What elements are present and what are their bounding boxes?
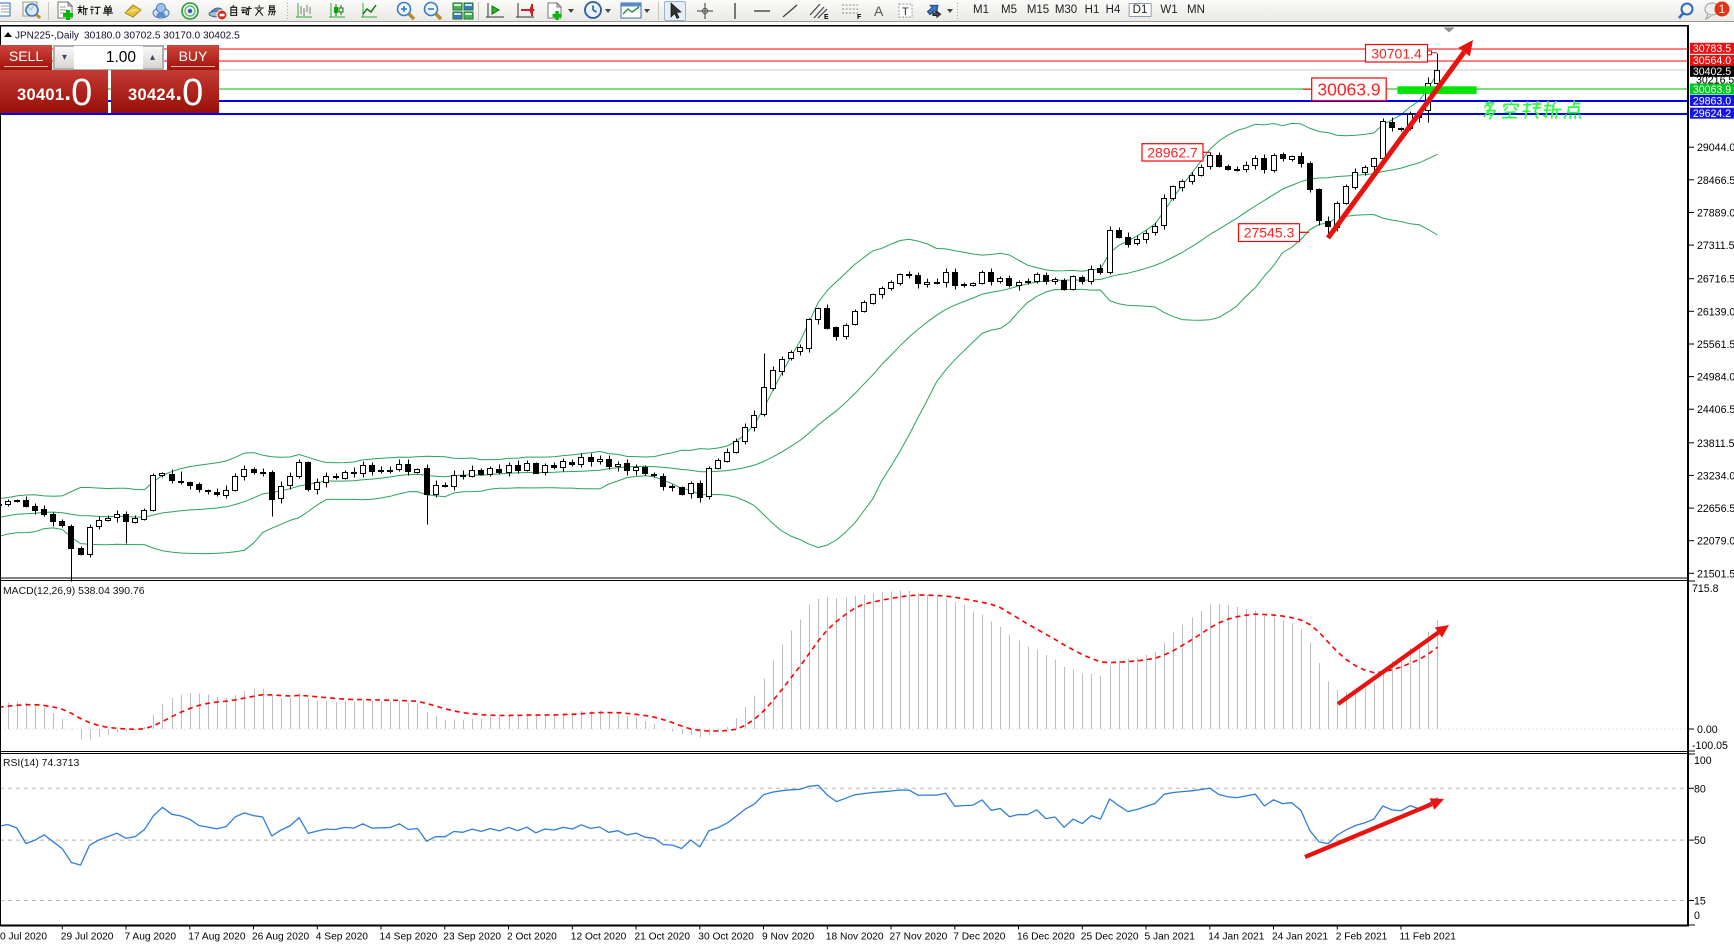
svg-text:0: 0 — [1694, 910, 1700, 922]
svg-text:21501.5: 21501.5 — [1697, 568, 1734, 580]
svg-text:24984.0: 24984.0 — [1697, 372, 1734, 384]
svg-text:26 Aug 2020: 26 Aug 2020 — [252, 932, 310, 943]
svg-text:26139.0: 26139.0 — [1697, 306, 1734, 318]
svg-text:A: A — [874, 3, 884, 19]
svg-text:15: 15 — [1694, 896, 1706, 908]
svg-text:2 Feb 2021: 2 Feb 2021 — [1336, 932, 1388, 943]
svg-text:23234.0: 23234.0 — [1697, 470, 1734, 482]
svg-text:30063.9: 30063.9 — [1317, 80, 1380, 100]
svg-text:F: F — [857, 14, 862, 21]
svg-text:30783.5: 30783.5 — [1693, 43, 1731, 55]
svg-text:23811.5: 23811.5 — [1697, 438, 1734, 450]
svg-text:715.8: 715.8 — [1692, 583, 1719, 595]
svg-text:26716.5: 26716.5 — [1697, 274, 1734, 286]
svg-text:80: 80 — [1694, 783, 1706, 795]
svg-text:28962.7: 28962.7 — [1147, 144, 1198, 160]
svg-text:MACD(12,26,9) 538.04 390.76: MACD(12,26,9) 538.04 390.76 — [3, 586, 145, 597]
svg-text:29624.2: 29624.2 — [1693, 108, 1731, 120]
svg-text:27545.3: 27545.3 — [1244, 225, 1295, 241]
svg-text:5 Jan 2021: 5 Jan 2021 — [1145, 932, 1196, 943]
svg-text:29863.0: 29863.0 — [1693, 95, 1731, 107]
svg-text:30063.9: 30063.9 — [1693, 84, 1731, 96]
svg-text:0.00: 0.00 — [1697, 724, 1718, 736]
svg-text:24 Jan 2021: 24 Jan 2021 — [1272, 932, 1328, 943]
svg-text:28466.5: 28466.5 — [1697, 175, 1734, 187]
svg-text:100: 100 — [1694, 755, 1712, 767]
svg-text:7 Aug 2020: 7 Aug 2020 — [125, 932, 177, 943]
svg-text:4 Sep 2020: 4 Sep 2020 — [316, 932, 368, 943]
svg-text:JPN225-,Daily: JPN225-,Daily — [15, 31, 79, 42]
svg-text:E: E — [824, 14, 829, 21]
svg-text:16 Dec 2020: 16 Dec 2020 — [1017, 932, 1075, 943]
svg-text:2 Oct 2020: 2 Oct 2020 — [507, 932, 557, 943]
svg-text:0 Jul 2020: 0 Jul 2020 — [0, 932, 47, 943]
svg-text:27311.5: 27311.5 — [1697, 240, 1734, 252]
svg-text:14 Jan 2021: 14 Jan 2021 — [1208, 932, 1264, 943]
svg-text:11 Feb 2021: 11 Feb 2021 — [1400, 932, 1457, 943]
svg-text:14 Sep 2020: 14 Sep 2020 — [380, 932, 438, 943]
svg-text:18 Nov 2020: 18 Nov 2020 — [826, 932, 884, 943]
svg-text:25561.5: 25561.5 — [1697, 339, 1734, 351]
svg-text:-100.05: -100.05 — [1692, 740, 1728, 752]
svg-text:22656.5: 22656.5 — [1697, 503, 1734, 515]
svg-text:12 Oct 2020: 12 Oct 2020 — [571, 932, 627, 943]
svg-text:17 Aug 2020: 17 Aug 2020 — [188, 932, 246, 943]
svg-text:30402.5: 30402.5 — [1693, 66, 1731, 78]
svg-text:30 Oct 2020: 30 Oct 2020 — [698, 932, 754, 943]
svg-text:21 Oct 2020: 21 Oct 2020 — [635, 932, 691, 943]
svg-text:24406.5: 24406.5 — [1697, 404, 1734, 416]
svg-text:25 Dec 2020: 25 Dec 2020 — [1081, 932, 1139, 943]
svg-text:RSI(14) 74.3713: RSI(14) 74.3713 — [3, 758, 79, 769]
svg-text:30180.0 30702.5 30170.0 30402.: 30180.0 30702.5 30170.0 30402.5 — [84, 31, 240, 42]
svg-text:22079.0: 22079.0 — [1697, 536, 1734, 548]
svg-text:27 Nov 2020: 27 Nov 2020 — [890, 932, 948, 943]
svg-text:1: 1 — [1719, 4, 1725, 16]
svg-text:23 Sep 2020: 23 Sep 2020 — [443, 932, 501, 943]
svg-text:29 Jul 2020: 29 Jul 2020 — [61, 932, 114, 943]
svg-text:9 Nov 2020: 9 Nov 2020 — [762, 932, 814, 943]
svg-text:29044.0: 29044.0 — [1697, 142, 1734, 154]
svg-text:30701.4: 30701.4 — [1371, 45, 1422, 61]
svg-text:27889.0: 27889.0 — [1697, 208, 1734, 220]
svg-text:50: 50 — [1694, 835, 1706, 847]
svg-text:7 Dec 2020: 7 Dec 2020 — [953, 932, 1005, 943]
svg-text:T: T — [902, 6, 909, 18]
